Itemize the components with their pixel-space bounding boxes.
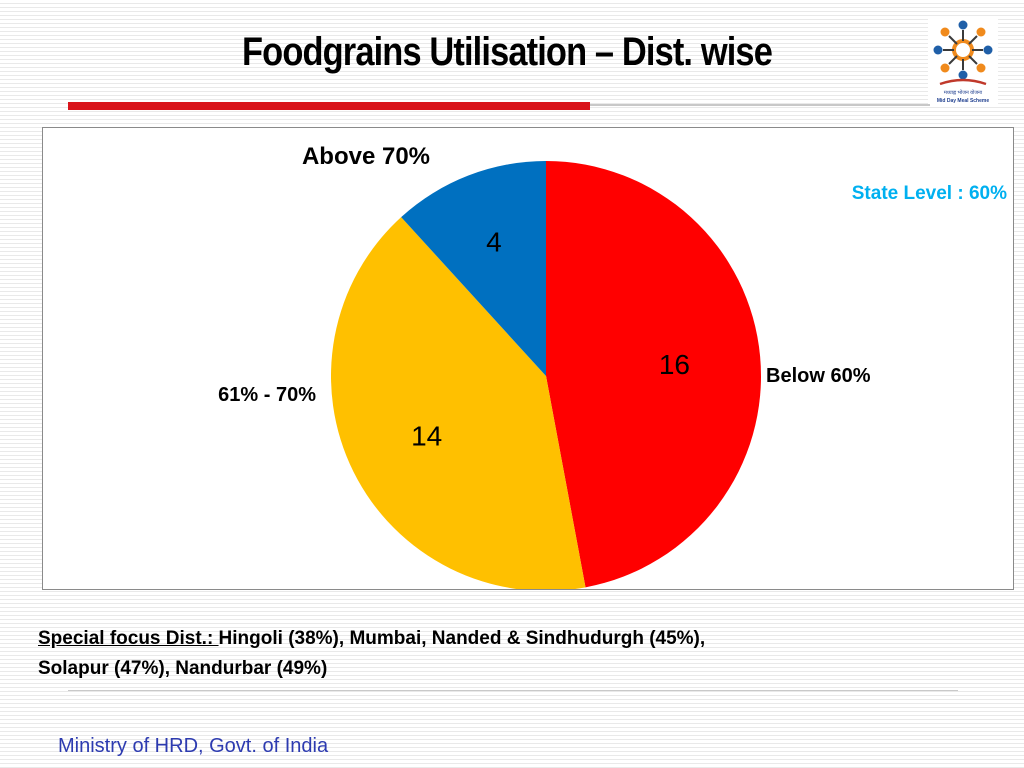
pie-value-label-above-70: 4 xyxy=(486,227,502,258)
pie-chart: 16 Below 60% 14 61% - 70% 4 Above 70% State Le… xyxy=(42,127,1014,590)
footer-rule xyxy=(68,690,958,691)
footer-ministry: Ministry of HRD, Govt. of India xyxy=(58,735,329,757)
special-focus-note: Special focus Dist.: Hingoli (38%), Mumb… xyxy=(38,624,988,684)
logo-english-text: Mid Day Meal Scheme xyxy=(937,98,989,104)
title-rule xyxy=(590,104,930,106)
logo-figures-icon xyxy=(933,20,993,86)
mid-day-meal-logo: मध्याह्न भोजन योजना Mid Day Meal Scheme xyxy=(928,16,998,104)
pie-category-label-below-60: Below 60% xyxy=(766,365,871,387)
pie-category-label-61-70: 61% - 70% xyxy=(218,384,316,406)
pie-slices xyxy=(331,161,761,589)
pie-labels: 16 Below 60% 14 61% - 70% 4 Above 70% State Le… xyxy=(218,143,1007,451)
slide-title: Foodgrains Utilisation – Dist. wise xyxy=(242,30,773,74)
special-focus-line1: Hingoli (38%), Mumbai, Nanded & Sindhudu… xyxy=(218,628,706,649)
pie-chart-svg: 16 Below 60% 14 61% - 70% 4 Above 70% State Le… xyxy=(218,143,1007,589)
pie-slice-below-60 xyxy=(546,161,761,588)
state-level-annotation: State Level : 60% xyxy=(852,183,1007,204)
pie-slice-above-70 xyxy=(401,161,546,376)
special-focus-label: Special focus Dist.: xyxy=(38,628,219,649)
logo-hindi-text: मध्याह्न भोजन योजना xyxy=(944,89,983,96)
pie-value-label-below-60: 16 xyxy=(659,349,690,380)
pie-value-label-61-70: 14 xyxy=(411,420,442,451)
title-underline xyxy=(68,102,590,110)
special-focus-line2: Solapur (47%), Nandurbar (49%) xyxy=(38,658,328,679)
pie-category-label-above-70: Above 70% xyxy=(302,143,430,170)
pie-slice-61-70 xyxy=(331,217,586,589)
